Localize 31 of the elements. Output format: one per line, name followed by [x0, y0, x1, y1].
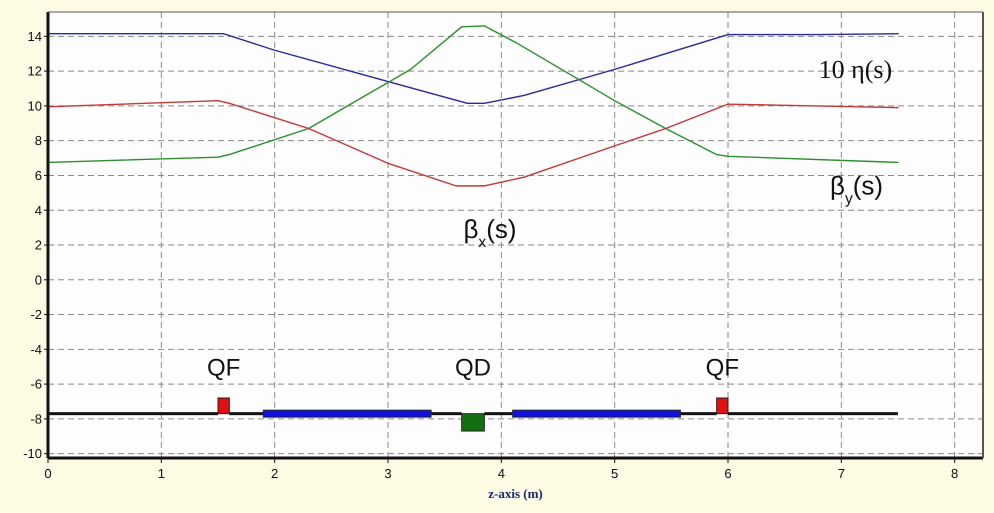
y-tick-label: -8	[30, 411, 42, 426]
x-tick-label: 6	[724, 466, 732, 481]
line-series	[47, 25, 899, 164]
x-tick-label: 1	[158, 466, 165, 481]
y-tick-label: -2	[30, 307, 42, 322]
annotation: QF	[706, 354, 739, 382]
series-label: β$_{y}$(s)	[830, 170, 884, 208]
y-tick-label: 6	[34, 168, 42, 183]
annotation: QF	[207, 354, 240, 382]
y-tick-label: -4	[30, 342, 42, 357]
y-tick-label: -6	[30, 376, 42, 392]
x-tick-label: 7	[838, 466, 845, 481]
y-tick-label: 12	[28, 64, 42, 79]
annotation: QD	[455, 354, 491, 382]
x-tick-label: 5	[611, 466, 618, 481]
series-label: β$_{x}$(s)	[463, 214, 517, 251]
y-tick-label: 14	[28, 28, 42, 44]
series-label: 10 η(s)	[818, 55, 892, 84]
y-tick-label: 4	[34, 202, 42, 218]
line-series	[47, 33, 899, 104]
y-tick-label: -10	[23, 446, 42, 462]
x-tick-label: 8	[951, 466, 958, 481]
y-tick-label: 8	[34, 133, 42, 148]
y-tick-label: 0	[34, 272, 42, 288]
x-tick-label: 0	[44, 466, 52, 481]
x-axis-title: z-axis (m)	[488, 486, 543, 501]
y-tick-label: 2	[34, 238, 42, 253]
x-tick-label: 3	[384, 466, 392, 481]
x-tick-label: 4	[498, 466, 505, 481]
x-tick-label: 2	[271, 466, 278, 481]
y-tick-label: 10	[28, 98, 42, 114]
